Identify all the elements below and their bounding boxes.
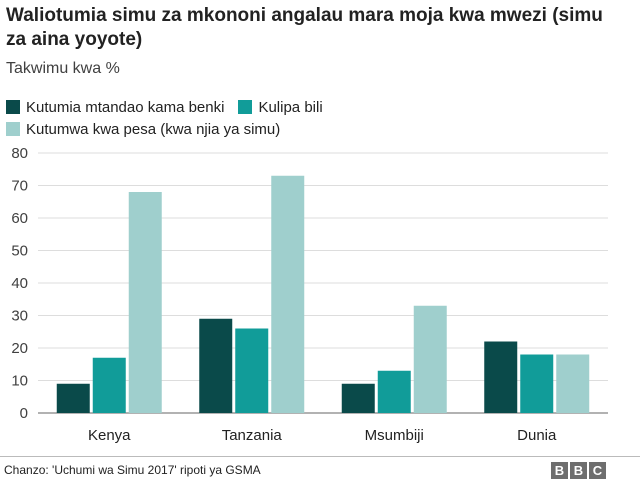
legend-swatch <box>6 122 20 136</box>
bar <box>520 354 554 413</box>
bar <box>484 341 518 413</box>
legend-label: Kutumwa kwa pesa (kwa njia ya simu) <box>26 120 281 138</box>
y-tick-label: 70 <box>11 178 28 195</box>
legend-label: Kutumia mtandao kama benki <box>26 98 225 116</box>
y-tick-label: 0 <box>20 405 28 422</box>
legend-label: Kulipa bili <box>258 98 323 116</box>
y-tick-label: 20 <box>11 340 28 357</box>
footer-divider <box>0 456 640 457</box>
y-tick-label: 10 <box>11 373 28 390</box>
x-tick-label: Kenya <box>88 427 131 444</box>
bar <box>56 383 90 413</box>
bar <box>92 357 126 413</box>
bbc-logo-letter: B <box>570 462 587 479</box>
bar <box>199 318 233 413</box>
legend-swatch <box>238 100 253 114</box>
bbc-logo-letter: B <box>551 462 568 479</box>
bar <box>377 370 411 413</box>
source-note: Chanzo: 'Uchumi wa Simu 2017' ripoti ya … <box>4 463 261 477</box>
legend: Kutumia mtandao kama benki Kulipa bili K… <box>6 96 337 140</box>
bar <box>556 354 590 413</box>
y-tick-label: 30 <box>11 308 28 325</box>
y-tick-label: 50 <box>11 243 28 260</box>
x-tick-label: Msumbiji <box>365 427 424 444</box>
bar <box>271 175 305 413</box>
x-tick-label: Dunia <box>517 427 557 444</box>
bar-chart: 0 10 20 30 40 50 60 70 80 Kenya Tanzania Msumbiji Du… <box>11 145 608 444</box>
legend-item-online-banking: Kutumia mtandao kama benki <box>6 99 224 116</box>
bbc-logo: B B C <box>549 462 606 479</box>
bbc-logo-letter: C <box>589 462 606 479</box>
chart-subtitle: Takwimu kwa % <box>6 60 120 77</box>
bar <box>235 328 269 413</box>
bar <box>413 305 447 413</box>
y-tick-label: 80 <box>11 145 28 162</box>
legend-item-bill-payment: Kulipa bili <box>238 98 323 116</box>
y-tick-label: 60 <box>11 210 28 227</box>
bar <box>128 192 162 413</box>
legend-swatch <box>6 100 20 114</box>
bar <box>341 383 375 413</box>
x-tick-label: Tanzania <box>222 427 283 444</box>
y-tick-label: 40 <box>11 275 28 292</box>
chart-title: Waliotumia simu za mkononi angalau mara … <box>6 5 603 50</box>
legend-item-money-transfer: Kutumwa kwa pesa (kwa njia ya simu) <box>6 121 280 138</box>
